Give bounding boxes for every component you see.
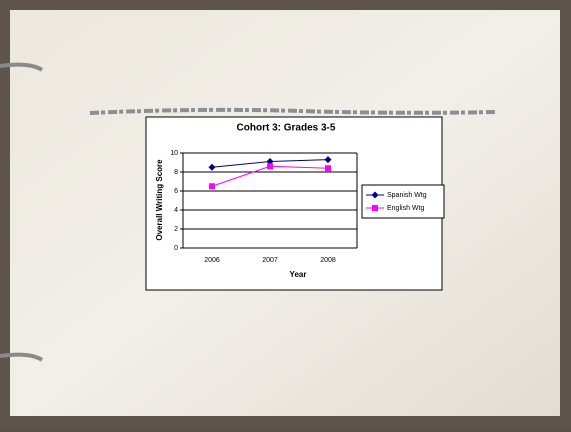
x-tick-label: 2008 (320, 257, 336, 264)
chart-title: Cohort 3: Grades 3-5 (237, 123, 336, 134)
y-tick-label: 4 (174, 207, 178, 214)
data-point (325, 165, 331, 171)
y-tick-label: 6 (174, 188, 178, 195)
legend-label: Spanish Wtg (387, 192, 427, 199)
legend (362, 185, 444, 218)
page: {"chart_data": {"type": "line", "title":… (0, 0, 571, 427)
legend-marker (372, 205, 378, 211)
y-tick-label: 10 (170, 150, 178, 157)
y-tick-label: 8 (174, 169, 178, 176)
x-tick-label: 2007 (262, 257, 278, 264)
y-tick-label: 2 (174, 226, 178, 233)
data-point (267, 163, 273, 169)
x-axis-label: Year (290, 270, 307, 279)
legend-label: English Wtg (387, 205, 424, 212)
y-tick-label: 0 (174, 245, 178, 252)
x-tick-label: 2006 (204, 257, 220, 264)
y-axis-label: Overall Writing Score (155, 159, 164, 241)
slide: Cohort 3: Grades 3-5 Year Overall Writin… (0, 0, 571, 427)
data-point (209, 183, 215, 189)
